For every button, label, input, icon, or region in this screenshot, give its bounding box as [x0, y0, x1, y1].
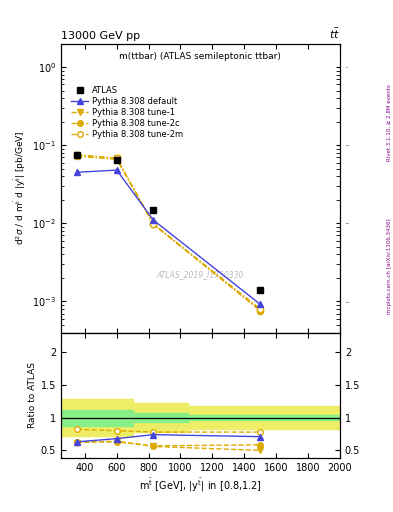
- Legend: ATLAS, Pythia 8.308 default, Pythia 8.308 tune-1, Pythia 8.308 tune-2c, Pythia 8: ATLAS, Pythia 8.308 default, Pythia 8.30…: [68, 82, 187, 142]
- Text: mcplots.cern.ch [arXiv:1306.3436]: mcplots.cern.ch [arXiv:1306.3436]: [387, 219, 391, 314]
- X-axis label: m$^{\bar{\mathrm{t}}}$ [GeV], |y$^{\bar{\mathrm{t}}}$| in [0.8,1.2]: m$^{\bar{\mathrm{t}}}$ [GeV], |y$^{\bar{…: [139, 477, 262, 495]
- Text: m(ttbar) (ATLAS semileptonic ttbar): m(ttbar) (ATLAS semileptonic ttbar): [119, 52, 281, 61]
- Y-axis label: d$^2\sigma$ / d m$^{\bar{\mathrm{t}}}$ d |y$^{\bar{\mathrm{t}}}$| [pb/GeV]: d$^2\sigma$ / d m$^{\bar{\mathrm{t}}}$ d…: [12, 131, 28, 245]
- Y-axis label: Ratio to ATLAS: Ratio to ATLAS: [28, 362, 37, 429]
- Text: 13000 GeV pp: 13000 GeV pp: [61, 31, 140, 41]
- Text: Rivet 3.1.10, ≥ 2.8M events: Rivet 3.1.10, ≥ 2.8M events: [387, 84, 391, 161]
- Text: $t\bar{t}$: $t\bar{t}$: [329, 27, 340, 41]
- Text: ATLAS_2019_I1750330: ATLAS_2019_I1750330: [157, 270, 244, 279]
